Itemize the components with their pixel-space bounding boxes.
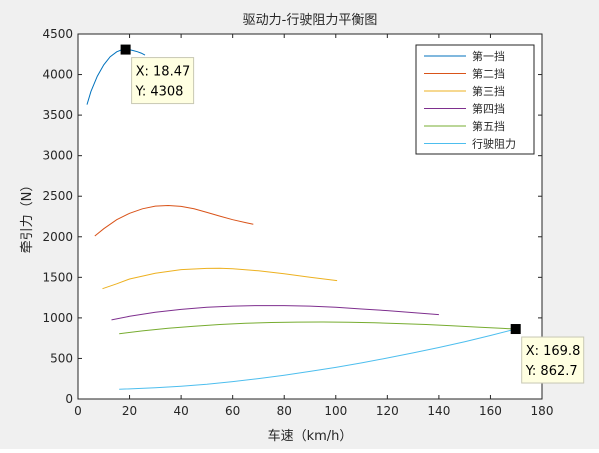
x-tick-label: 60	[225, 404, 240, 418]
y-tick-label: 2500	[42, 189, 73, 203]
y-tick-label: 4000	[42, 68, 73, 82]
x-tick-label: 160	[479, 404, 502, 418]
series-line-4[interactable]	[111, 305, 439, 321]
datatip-box-1[interactable]	[131, 57, 195, 105]
series-line-6[interactable]	[119, 328, 516, 390]
legend-entry-4[interactable]: 第四挡	[472, 102, 505, 116]
datatip-x-2: X: 169.8	[526, 344, 581, 359]
y-tick-label: 1500	[42, 270, 73, 284]
series-line-5[interactable]	[119, 321, 517, 335]
chart-title: 驱动力-行驶阻力平衡图	[243, 13, 378, 28]
plot-frame	[77, 33, 543, 400]
datatip-x-1: X: 18.47	[136, 65, 191, 80]
y-tick-label: 0	[65, 392, 73, 406]
datatip-marker-1[interactable]	[120, 44, 131, 55]
y-tick-label: 2000	[42, 230, 73, 244]
legend-entry-6[interactable]: 行驶阻力	[472, 137, 516, 151]
y-tick-label: 1000	[42, 311, 73, 325]
y-axis-label: 牵引力（N）	[20, 179, 35, 254]
x-tick-label: 80	[277, 404, 292, 418]
datatip-y-2: Y: 862.7	[525, 364, 578, 379]
datatip-y-1: Y: 4308	[135, 85, 184, 100]
legend-box	[415, 44, 535, 155]
x-tick-label: 20	[122, 404, 137, 418]
x-axis-label: 车速（km/h）	[268, 428, 353, 444]
y-tick-label: 4500	[42, 27, 73, 41]
x-tick-label: 140	[427, 404, 450, 418]
series-line-2[interactable]	[94, 204, 254, 237]
legend-entry-3[interactable]: 第三挡	[472, 84, 505, 98]
legend-entry-1[interactable]: 第一挡	[472, 49, 505, 63]
legend-entry-5[interactable]: 第五挡	[472, 119, 505, 133]
legend-entry-2[interactable]: 第二挡	[472, 67, 505, 81]
datatip-marker-2[interactable]	[510, 324, 521, 335]
y-tick-label: 500	[50, 351, 73, 365]
x-tick-label: 120	[376, 404, 399, 418]
x-tick-label: 180	[531, 404, 554, 418]
x-tick-label: 100	[324, 404, 347, 418]
y-tick-label: 3500	[42, 108, 73, 122]
x-tick-label: 40	[173, 404, 188, 418]
series-line-3[interactable]	[102, 267, 338, 290]
y-tick-label: 3000	[42, 149, 73, 163]
x-tick-label: 0	[74, 404, 82, 418]
datatip-box-2[interactable]	[521, 336, 585, 384]
